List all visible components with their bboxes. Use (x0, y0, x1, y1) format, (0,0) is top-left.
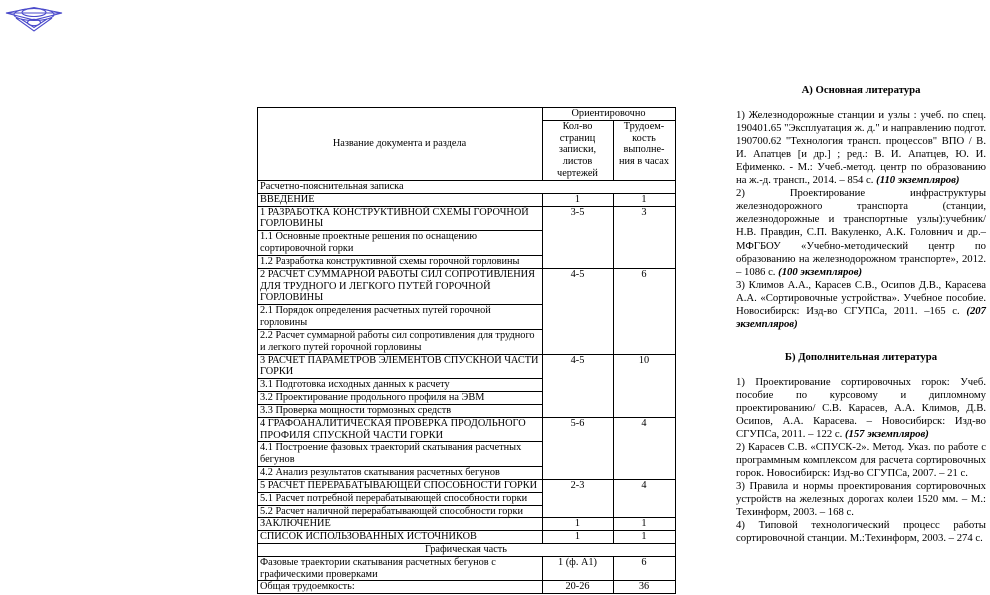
table-header-row-1: Название документа и раздела Ориентирово… (257, 107, 676, 181)
row-pages-cell: 4-5 (542, 267, 614, 355)
literature-section-title: А) Основная литература (801, 84, 921, 96)
row-hours-cell: 6 (613, 267, 676, 355)
literature-item: 2) Карасев С.В. «СПУСК-2». Метод. Указ. … (736, 441, 986, 480)
table-row: Графическая часть (257, 542, 676, 557)
row-label-cell: 3.3 Проверка мощности тормозных средств (257, 403, 543, 418)
row-label-cell: ВВЕДЕНИЕ (257, 192, 543, 207)
row-pages-cell: 2-3 (542, 478, 614, 519)
table-row: 2.1 Порядок определения расчетных путей … (257, 304, 676, 330)
copies-count: (100 экземпляров) (778, 265, 863, 278)
row-label-cell: 3.1 Подготовка исходных данных к расчету (257, 378, 543, 393)
row-label-cell: 4 ГРАФОАНАЛИТИЧЕСКАЯ ПРОВЕРКА ПРОДОЛЬНОГ… (257, 416, 543, 443)
table-section-caption: Графическая часть (257, 542, 676, 557)
literature-item: 4) Типовой технологический процесс работ… (736, 519, 986, 545)
row-label-cell: 2.1 Порядок определения расчетных путей … (257, 304, 543, 330)
row-hours-cell: 1 (613, 530, 676, 544)
literature-item: 2) Проектирование инфраструктуры железно… (736, 187, 986, 278)
row-pages-cell: 20-26 (542, 580, 614, 595)
row-label-cell: 1.2 Разработка конструктивной схемы горо… (257, 254, 543, 269)
literature-item: 1) Железнодорожные станции и узлы : учеб… (736, 109, 986, 187)
row-label-cell: 3 РАСЧЕТ ПАРАМЕТРОВ ЭЛЕМЕНТОВ СПУСКНОЙ Ч… (257, 353, 543, 380)
work-plan-table: Название документа и раздела Ориентирово… (257, 107, 676, 595)
literature-column: А) Основная литература 1) Железнодорожные… (736, 84, 986, 546)
table-header-row-2: Кол-во страниц записки, листов чертежей … (258, 119, 676, 181)
row-hours-cell: 4 (613, 478, 676, 519)
literature-item: 1) Проектирование сортировочных горок: У… (736, 375, 986, 441)
table-row: 1 РАЗРАБОТКА КОНСТРУКТИВНОЙ СХЕМЫ ГОРОЧН… (257, 205, 676, 269)
copies-count: (207 экземпляров) (736, 304, 986, 330)
table-header-approximate: Ориентировочно (542, 107, 676, 121)
row-label-cell: Фазовые траектории скатывания расчетных … (257, 555, 543, 582)
table-row: СПИСОК ИСПОЛЬЗОВАННЫХ ИСТОЧНИКОВ 1 1 (257, 530, 676, 544)
literature-item: 3) Правила и нормы проектирования сортир… (736, 480, 986, 519)
row-label-cell: 5 РАСЧЕТ ПЕРЕРАБАТЫВАЮЩЕЙ СПОСОБНОСТИ ГО… (257, 478, 543, 493)
literature-section-title: Б) Дополнительная литература (784, 350, 938, 363)
row-label-cell: 2.2 Расчет суммарной работы сил сопротив… (257, 328, 543, 355)
table-row: Расчетно-пояснительная записка (257, 179, 676, 194)
table-section-caption: Расчетно-пояснительная записка (257, 179, 676, 194)
row-pages-cell: 1 (ф. А1) (542, 555, 614, 582)
row-pages-cell: 1 (542, 192, 614, 207)
row-hours-cell: 4 (613, 416, 676, 480)
university-logo-icon (5, 6, 63, 32)
table-row: 5 РАСЧЕТ ПЕРЕРАБАТЫВАЮЩЕЙ СПОСОБНОСТИ ГО… (257, 478, 676, 519)
row-pages-cell: 1 (542, 517, 614, 532)
row-label-cell: СПИСОК ИСПОЛЬЗОВАННЫХ ИСТОЧНИКОВ (257, 530, 543, 544)
row-hours-cell: 1 (613, 517, 676, 532)
row-pages-cell: 4-5 (542, 353, 614, 418)
row-hours-cell: 10 (613, 353, 676, 418)
row-label-cell: 2 РАСЧЕТ СУММАРНОЙ РАБОТЫ СИЛ СОПРОТИВЛЕ… (257, 267, 543, 306)
row-label-cell: 5.2 Расчет наличной перерабатывающей спо… (257, 504, 543, 519)
table-row: 4 ГРАФОАНАЛИТИЧЕСКАЯ ПРОВЕРКА ПРОДОЛЬНОГ… (257, 416, 676, 480)
row-label-cell: 3.2 Проектирование продольного профиля н… (257, 391, 543, 405)
table-row: 1.1 Основные проектные решения по оснаще… (257, 230, 676, 256)
table-row: 3 РАСЧЕТ ПАРАМЕТРОВ ЭЛЕМЕНТОВ СПУСКНОЙ Ч… (257, 353, 676, 418)
table-header-pages: Кол-во страниц записки, листов чертежей (542, 119, 614, 181)
table-row: Общая трудоемкость: 20-26 36 (257, 580, 676, 595)
row-pages-cell: 5-6 (542, 416, 614, 480)
table-row: 4.1 Построение фазовых траекторий скатыв… (257, 441, 676, 468)
row-label-cell: Общая трудоемкость: (257, 580, 543, 595)
row-label-cell: 5.1 Расчет потребной перерабатывающей сп… (257, 491, 543, 506)
row-label-cell: 1 РАЗРАБОТКА КОНСТРУКТИВНОЙ СХЕМЫ ГОРОЧН… (257, 205, 543, 232)
table-row: ЗАКЛЮЧЕНИЕ 1 1 (257, 517, 676, 532)
table-header-document-name: Название документа и раздела (257, 107, 543, 181)
table-row: 2.2 Расчет суммарной работы сил сопротив… (257, 328, 676, 355)
row-label-cell: 1.1 Основные проектные решения по оснаще… (257, 230, 543, 256)
row-pages-cell: 1 (542, 530, 614, 544)
table-row: ВВЕДЕНИЕ 1 1 (257, 192, 676, 207)
row-hours-cell: 36 (613, 580, 676, 595)
table-header-hours: Трудоем- кость выполне- ния в часах (613, 119, 676, 181)
row-pages-cell: 3-5 (542, 205, 614, 269)
row-hours-cell: 1 (613, 192, 676, 207)
table-row: Фазовые траектории скатывания расчетных … (257, 555, 676, 582)
row-label-cell: 4.1 Построение фазовых траекторий скатыв… (257, 441, 543, 468)
row-hours-cell: 6 (613, 555, 676, 582)
copies-count: (157 экземпляров) (844, 428, 929, 441)
row-hours-cell: 3 (613, 205, 676, 269)
copies-count: (110 экземпляров) (876, 174, 960, 187)
table-row: 3.3 Проверка мощности тормозных средств (257, 403, 676, 418)
table-row: 2 РАСЧЕТ СУММАРНОЙ РАБОТЫ СИЛ СОПРОТИВЛЕ… (257, 267, 676, 355)
row-label-cell: ЗАКЛЮЧЕНИЕ (257, 517, 543, 532)
row-label-cell: 4.2 Анализ результатов скатывания расчет… (257, 466, 543, 480)
literature-item: 3) Климов А.А., Карасев С.В., Осипов Д.В… (736, 278, 986, 330)
